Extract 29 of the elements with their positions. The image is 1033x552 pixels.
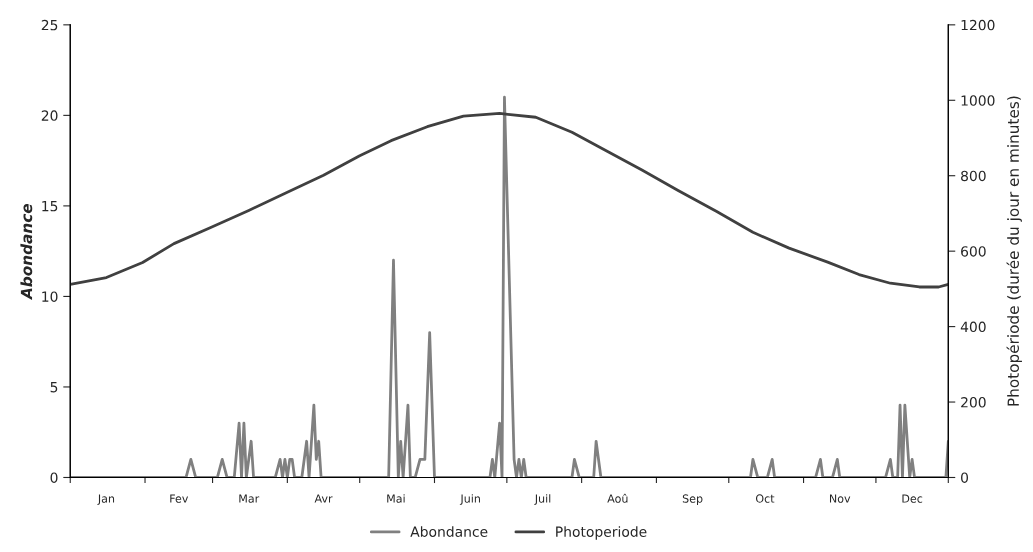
y2-tick-label: 1000 (961, 95, 995, 106)
x-tick-label: Juin (459, 494, 480, 505)
y-tick-label: 5 (50, 382, 58, 393)
y2-tick-label: 600 (961, 246, 986, 257)
x-tick-label: Fev (170, 494, 189, 503)
y2-tick-label: 0 (961, 472, 969, 483)
y2-tick-label: 200 (961, 397, 986, 408)
legend-label: Photoperiode (556, 526, 647, 540)
y-tick-label: 20 (41, 110, 58, 121)
x-tick-label: Mai (387, 494, 405, 503)
x-tick-label: Nov (829, 494, 851, 503)
x-tick-label: Jan (97, 494, 115, 505)
x-tick-label: Aoû (607, 493, 628, 503)
y2-tick-label: 1200 (961, 19, 995, 31)
y-tick-label: 10 (42, 291, 58, 302)
y-tick-label: 0 (50, 472, 58, 483)
y2-axis-title: Photopériode (durée du jour en minutes) (1006, 96, 1022, 406)
x-tick-label: Sep (682, 494, 703, 505)
x-tick-label: Mar (239, 494, 260, 503)
x-tick-label: Oct (755, 494, 775, 503)
x-tick-label: Avr (314, 494, 333, 503)
y2-tick-label: 400 (960, 321, 986, 333)
x-tick-label: Dec (902, 494, 923, 503)
x-tick-label: Juil (534, 494, 551, 505)
y-tick-label: 15 (42, 201, 58, 212)
legend-label: Abondance (410, 526, 488, 537)
y-axis-title: Abondance (20, 203, 33, 300)
y2-tick-label: 800 (961, 170, 986, 182)
y-tick-label: 25 (41, 19, 58, 31)
